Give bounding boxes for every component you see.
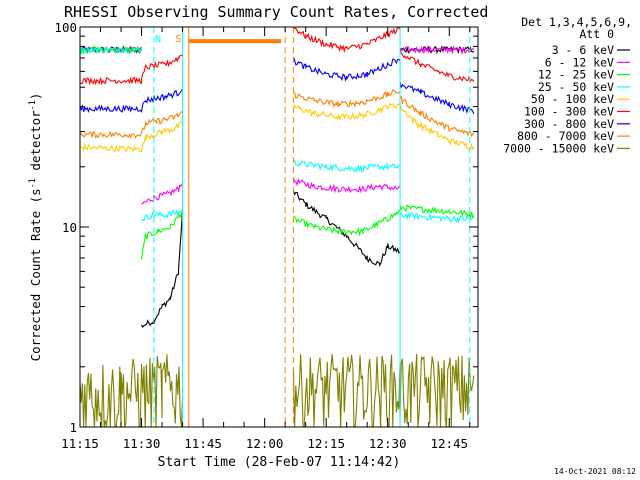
series-25-50-kev-segment-1 <box>141 208 184 222</box>
x-tick-label-12-00: 12:00 <box>246 436 284 451</box>
series-800-7000-kev-segment-1 <box>293 89 401 109</box>
chart-title: RHESSI Observing Summary Count Rates, Co… <box>64 3 488 21</box>
y-tick-label-100: 100 <box>54 20 77 35</box>
legend-label-7000-15000-kev: 7000 - 15000 keV <box>503 141 614 155</box>
series-25-50-kev <box>79 45 475 224</box>
legend-label-50-100-kev: 50 - 100 keV <box>531 92 614 106</box>
series-6-12-kev <box>79 45 475 205</box>
flag-s: S <box>175 34 181 45</box>
series-6-12-kev-segment-3 <box>399 45 475 55</box>
footer-timestamp: 14-Oct-2021 08:12 <box>554 467 636 476</box>
series-50-100-kev <box>79 102 475 153</box>
y-axis-label: Corrected Count Rate (s-1 detector-1) <box>28 93 43 362</box>
legend-label-100-300-kev: 100 - 300 keV <box>524 105 614 119</box>
series-100-300-kev-segment-1 <box>292 26 401 53</box>
legend-label-6-12-kev: 6 - 12 keV <box>545 55 614 69</box>
series-50-100-kev-segment-2 <box>399 103 475 151</box>
series-3-6-kev-segment-1 <box>141 209 184 328</box>
plot-frame <box>79 26 479 428</box>
series-6-12-kev-segment-2 <box>292 177 401 194</box>
y-axis-label-text: Corrected Count Rate (s <box>28 188 43 361</box>
series-50-100-kev-segment-0 <box>79 121 184 153</box>
series-800-7000-kev-segment-0 <box>79 110 183 140</box>
x-tick-label-11-30: 11:30 <box>123 436 161 451</box>
series-6-12-kev-segment-1 <box>141 182 184 205</box>
x-tick-label-11-45: 11:45 <box>184 436 222 451</box>
series-25-50-kev-segment-2 <box>293 159 401 174</box>
series-25-50-kev-segment-0 <box>79 45 143 55</box>
series-25-50-kev-segment-3 <box>399 211 475 224</box>
x-tick-label-12-30: 12:30 <box>369 436 407 451</box>
y-tick-label-10: 10 <box>62 220 77 235</box>
series-100-300-kev-segment-0 <box>79 54 183 86</box>
x-tick-label-11-15: 11:15 <box>61 436 99 451</box>
series-100-300-kev-segment-2 <box>399 50 475 83</box>
x-tick-label-12-45: 12:45 <box>430 436 468 451</box>
legend-label-25-50-kev: 25 - 50 keV <box>538 80 614 94</box>
series-12-25-kev-segment-1 <box>140 210 184 260</box>
y-axis-label-exp2: -1 <box>28 100 38 110</box>
series-7000-15000-kev-segment-1 <box>292 353 475 428</box>
series-12-25-kev-segment-3 <box>399 203 475 220</box>
flag-n: N <box>155 34 161 45</box>
x-tick-label-12-15: 12:15 <box>307 436 345 451</box>
series-7000-15000-kev <box>79 353 475 429</box>
series-7000-15000-kev-segment-0 <box>79 354 184 429</box>
legend-label-800-7000-kev: 800 - 7000 keV <box>517 129 614 143</box>
series-300-800-kev <box>79 57 475 115</box>
plot-data-area <box>79 26 475 429</box>
y-axis-label-unit: detector <box>28 110 43 178</box>
series-50-100-kev-segment-1 <box>292 102 401 122</box>
legend-label-300-800-kev: 300 - 800 keV <box>524 117 614 131</box>
series-300-800-kev-segment-1 <box>292 57 401 82</box>
y-tick-label-1: 1 <box>69 420 77 435</box>
y-axis-label-exp1: -1 <box>28 178 38 188</box>
axes: 1 10 100 11:15 11:30 11:45 12:00 12:15 12:30 12:4… <box>54 20 478 451</box>
series-100-300-kev <box>79 26 475 86</box>
legend-header-detectors: Det 1,3,4,5,6,9, <box>521 15 632 29</box>
legend-header-attenuator: Att 0 <box>579 27 614 41</box>
series-300-800-kev-segment-2 <box>399 81 475 115</box>
svg-text:Corrected Count Rate (s-1 dete: Corrected Count Rate (s-1 detector-1) <box>28 93 43 362</box>
x-axis-label: Start Time (28-Feb-07 11:14:42) <box>158 455 401 470</box>
legend-label-3-6-kev: 3 - 6 keV <box>552 43 614 57</box>
series-800-7000-kev <box>79 89 475 140</box>
y-axis-label-close: ) <box>28 93 43 101</box>
series-12-25-kev <box>79 45 475 260</box>
series-3-6-kev-segment-2 <box>292 190 401 268</box>
series-12-25-kev-segment-2 <box>293 209 401 237</box>
series-300-800-kev-segment-0 <box>79 88 184 114</box>
series-800-7000-kev-segment-2 <box>399 95 475 138</box>
legend-label-12-25-kev: 12 - 25 keV <box>538 68 614 82</box>
